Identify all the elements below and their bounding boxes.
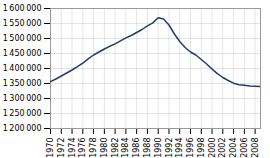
svg-text:1 550 000: 1 550 000: [3, 19, 42, 28]
svg-text:1996: 1996: [186, 138, 195, 158]
svg-text:1 450 000: 1 450 000: [3, 49, 42, 58]
svg-text:1970: 1970: [46, 138, 55, 158]
svg-text:1 300 000: 1 300 000: [3, 94, 42, 103]
svg-text:1980: 1980: [100, 138, 109, 158]
svg-text:1972: 1972: [57, 138, 66, 158]
svg-text:1 350 000: 1 350 000: [3, 79, 42, 88]
svg-text:1 200 000: 1 200 000: [3, 124, 42, 133]
svg-text:2002: 2002: [218, 138, 227, 158]
svg-text:2000: 2000: [208, 138, 217, 158]
svg-text:1990: 1990: [154, 138, 163, 158]
svg-text:1988: 1988: [143, 138, 152, 158]
svg-text:1 250 000: 1 250 000: [3, 109, 42, 118]
svg-text:1998: 1998: [197, 138, 206, 158]
svg-text:1984: 1984: [121, 138, 130, 158]
svg-text:1 500 000: 1 500 000: [3, 34, 42, 43]
svg-text:1978: 1978: [89, 138, 98, 158]
svg-text:1992: 1992: [165, 138, 174, 158]
svg-text:1986: 1986: [132, 138, 141, 158]
svg-text:1982: 1982: [111, 138, 120, 158]
svg-text:1994: 1994: [175, 138, 184, 158]
svg-text:1974: 1974: [68, 138, 77, 158]
svg-text:1976: 1976: [78, 138, 87, 158]
svg-text:2004: 2004: [229, 138, 238, 158]
svg-text:1 400 000: 1 400 000: [3, 64, 42, 73]
svg-text:2008: 2008: [251, 138, 260, 158]
svg-text:1 600 000: 1 600 000: [3, 4, 42, 13]
svg-text:2006: 2006: [240, 138, 249, 158]
